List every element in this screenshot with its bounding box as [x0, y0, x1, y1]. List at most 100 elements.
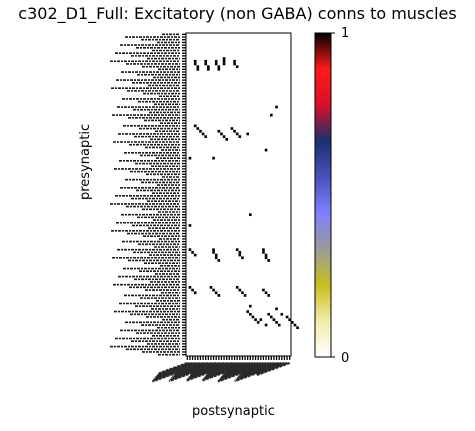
- heatmap-cell: [230, 127, 234, 130]
- heatmap-cell: [199, 129, 202, 133]
- heatmap-cell: [291, 321, 294, 324]
- heatmap-cell: [288, 318, 292, 322]
- heatmap-cell: [209, 286, 213, 289]
- x-tick-label-smear: [204, 361, 246, 379]
- heatmap-cell: [267, 294, 271, 297]
- heatmap-cell: [238, 288, 242, 292]
- heatmap-cell: [204, 62, 208, 66]
- heatmap-cell: [254, 318, 257, 322]
- heatmap-cell: [188, 248, 192, 252]
- heatmap-cell: [193, 253, 197, 257]
- heatmap-cell: [251, 315, 255, 319]
- heatmap-cell: [235, 248, 239, 252]
- heatmap-cell: [293, 323, 297, 327]
- heatmap-cell: [267, 312, 271, 316]
- heatmap-cell: [204, 135, 208, 138]
- heatmap-cell: [188, 286, 192, 289]
- heatmap-cell: [262, 251, 265, 254]
- colorbar-min-label: 0: [341, 351, 350, 366]
- heatmap-cell: [201, 132, 205, 136]
- heatmap-cell: [259, 318, 263, 322]
- heatmap-cell: [246, 310, 250, 313]
- heatmap-cell: [264, 253, 268, 257]
- heatmap-cell: [249, 304, 252, 308]
- heatmap-cell: [222, 135, 226, 138]
- heatmap-cells: [188, 57, 299, 330]
- heatmap-cell: [233, 129, 236, 133]
- heatmap-cell: [214, 59, 218, 63]
- x-tick-label-smear: [217, 361, 270, 383]
- heatmap-cell: [217, 294, 221, 297]
- heatmap-cell: [264, 148, 268, 152]
- x-axis-label: postsynaptic: [192, 404, 275, 419]
- heatmap-cell: [235, 65, 239, 68]
- heatmap-cell: [267, 259, 271, 262]
- heatmap-cell: [214, 256, 218, 260]
- heatmap-cell: [222, 57, 226, 60]
- heatmap-cell: [241, 256, 244, 260]
- heatmap-cell: [214, 62, 218, 66]
- heatmap-cell: [212, 248, 215, 252]
- heatmap-cell: [188, 224, 192, 227]
- heatmap-cell: [275, 307, 278, 311]
- heatmap-cell: [220, 132, 223, 136]
- heatmap-cell: [193, 291, 197, 295]
- heatmap-cell: [193, 59, 197, 63]
- heatmap-cell: [241, 291, 244, 295]
- x-ticks: [186, 356, 291, 360]
- heatmap-cell: [217, 67, 221, 71]
- heatmap-cell: [262, 248, 265, 252]
- heatmap-cell: [212, 251, 215, 254]
- heatmap-cell: [217, 129, 221, 133]
- heatmap-cell: [191, 288, 194, 292]
- heatmap-cell: [207, 65, 210, 68]
- heatmap-cell: [256, 321, 260, 324]
- y-ticks: [182, 33, 186, 356]
- heatmap-cell: [207, 67, 210, 71]
- heatmap-cell: [264, 323, 268, 327]
- heatmap-cell: [233, 59, 236, 63]
- heatmap-cell: [214, 291, 218, 295]
- heatmap-cell: [264, 291, 268, 295]
- heatmap-cell: [188, 156, 192, 160]
- x-tick-label-smear: [155, 361, 196, 379]
- heatmap-cell: [212, 288, 215, 292]
- plot-area: [185, 32, 292, 357]
- heatmap-cell: [275, 321, 278, 324]
- heatmap-cell: [191, 251, 194, 254]
- heatmap-cell: [285, 315, 289, 319]
- heatmap-cell: [272, 318, 276, 322]
- heatmap-cell: [196, 65, 200, 68]
- heatmap-cell: [296, 326, 299, 330]
- heatmap-cell: [280, 312, 284, 316]
- heatmap-cell: [275, 105, 278, 109]
- heatmap-cell: [217, 259, 221, 262]
- colorbar: [314, 32, 332, 358]
- heatmap-cell: [270, 315, 273, 319]
- chart-title: c302_D1_Full: Excitatory (non GABA) conn…: [18, 4, 457, 23]
- heatmap-cell: [193, 124, 197, 128]
- heatmap-cell: [270, 113, 273, 117]
- heatmap-cell: [246, 132, 250, 136]
- heatmap-cell: [238, 253, 242, 257]
- heatmap-cell: [212, 156, 215, 160]
- heatmap-cell: [249, 312, 252, 316]
- heatmap-cell: [233, 62, 236, 66]
- heatmap-cell: [196, 127, 200, 130]
- x-tick-label-smear: [255, 361, 291, 377]
- heatmap-cell: [204, 59, 208, 63]
- heatmap-cell: [277, 323, 281, 327]
- colorbar-ticks: [331, 32, 335, 358]
- heatmap-cell: [196, 67, 200, 71]
- heatmap-cell: [235, 132, 239, 136]
- heatmap-cell: [264, 256, 268, 260]
- heatmap-cell: [235, 286, 239, 289]
- y-tick-labels: [110, 33, 180, 356]
- heatmap-cell: [222, 62, 226, 66]
- heatmap-cell: [222, 59, 226, 63]
- heatmap-cell: [238, 135, 242, 138]
- colorbar-max-label: 1: [341, 26, 350, 41]
- heatmap-cell: [262, 288, 265, 292]
- heatmap-cell: [243, 294, 247, 297]
